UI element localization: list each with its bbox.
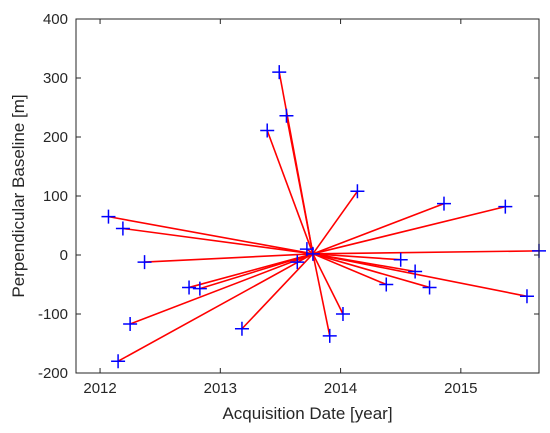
acquisition-point <box>137 255 152 270</box>
master-point <box>305 246 320 261</box>
x-tick-label: 2014 <box>324 380 357 397</box>
acquisition-point <box>123 317 138 332</box>
baseline-line <box>312 253 387 286</box>
baseline-line <box>122 227 314 255</box>
axis-ticks <box>76 18 539 374</box>
baseline-line <box>312 250 540 255</box>
acquisition-point <box>115 221 130 236</box>
y-tick-labels: -200 -100 0 100 200 300 400 <box>38 11 68 382</box>
acquisition-point <box>290 255 305 270</box>
baseline-line <box>117 253 314 362</box>
x-tick-label: 2013 <box>204 380 237 397</box>
y-tick-label: 200 <box>43 129 68 146</box>
acquisition-point <box>322 328 337 343</box>
baseline-line <box>266 130 314 255</box>
baseline-line <box>144 253 313 263</box>
x-tick-label: 2015 <box>444 380 477 397</box>
acquisition-point <box>111 354 126 369</box>
baseline-line <box>312 190 359 255</box>
baseline-line <box>129 253 314 325</box>
baseline-line <box>312 253 331 336</box>
y-axis-label: Perpendicular Baseline [m] <box>9 94 28 297</box>
acquisition-point <box>182 280 197 295</box>
baseline-line <box>199 253 314 290</box>
acquisition-point <box>393 252 408 267</box>
x-axis-label: Acquisition Date [year] <box>222 404 392 423</box>
baseline-line <box>312 253 430 289</box>
y-tick-label: -100 <box>38 306 68 323</box>
baseline-line <box>296 253 314 263</box>
baseline-line <box>312 202 445 255</box>
baseline-line <box>312 253 344 315</box>
acquisition-point <box>192 281 207 296</box>
acquisition-point <box>234 321 249 336</box>
x-tick-label: 2012 <box>83 380 116 397</box>
acquisition-point <box>436 196 451 211</box>
y-tick-label: 100 <box>43 188 68 205</box>
y-tick-label: 300 <box>43 70 68 87</box>
acquisition-point <box>101 209 116 224</box>
y-tick-label: 400 <box>43 11 68 28</box>
baseline-line <box>312 253 528 298</box>
y-tick-label: -200 <box>38 365 68 382</box>
baseline-line <box>306 248 314 255</box>
baseline-line <box>108 215 314 255</box>
baseline-lines <box>108 71 540 362</box>
y-tick-label: 0 <box>60 247 68 264</box>
acquisition-point <box>519 289 534 304</box>
baseline-line <box>241 253 314 330</box>
acquisition-point <box>408 264 423 279</box>
acquisition-point <box>422 280 437 295</box>
acquisition-point <box>498 199 513 214</box>
acquisition-point <box>260 123 275 138</box>
plot-area-border <box>75 18 540 374</box>
baseline-line <box>312 253 401 261</box>
acquisition-point <box>279 108 294 123</box>
baseline-line <box>285 115 314 254</box>
x-tick-labels: 2012 2013 2014 2015 <box>83 380 477 397</box>
acquisition-point <box>335 307 350 321</box>
acquisition-points <box>101 65 546 369</box>
acquisition-point <box>379 277 394 292</box>
acquisition-point <box>350 184 365 199</box>
baseline-line <box>312 205 506 255</box>
acquisition-point <box>272 65 287 80</box>
